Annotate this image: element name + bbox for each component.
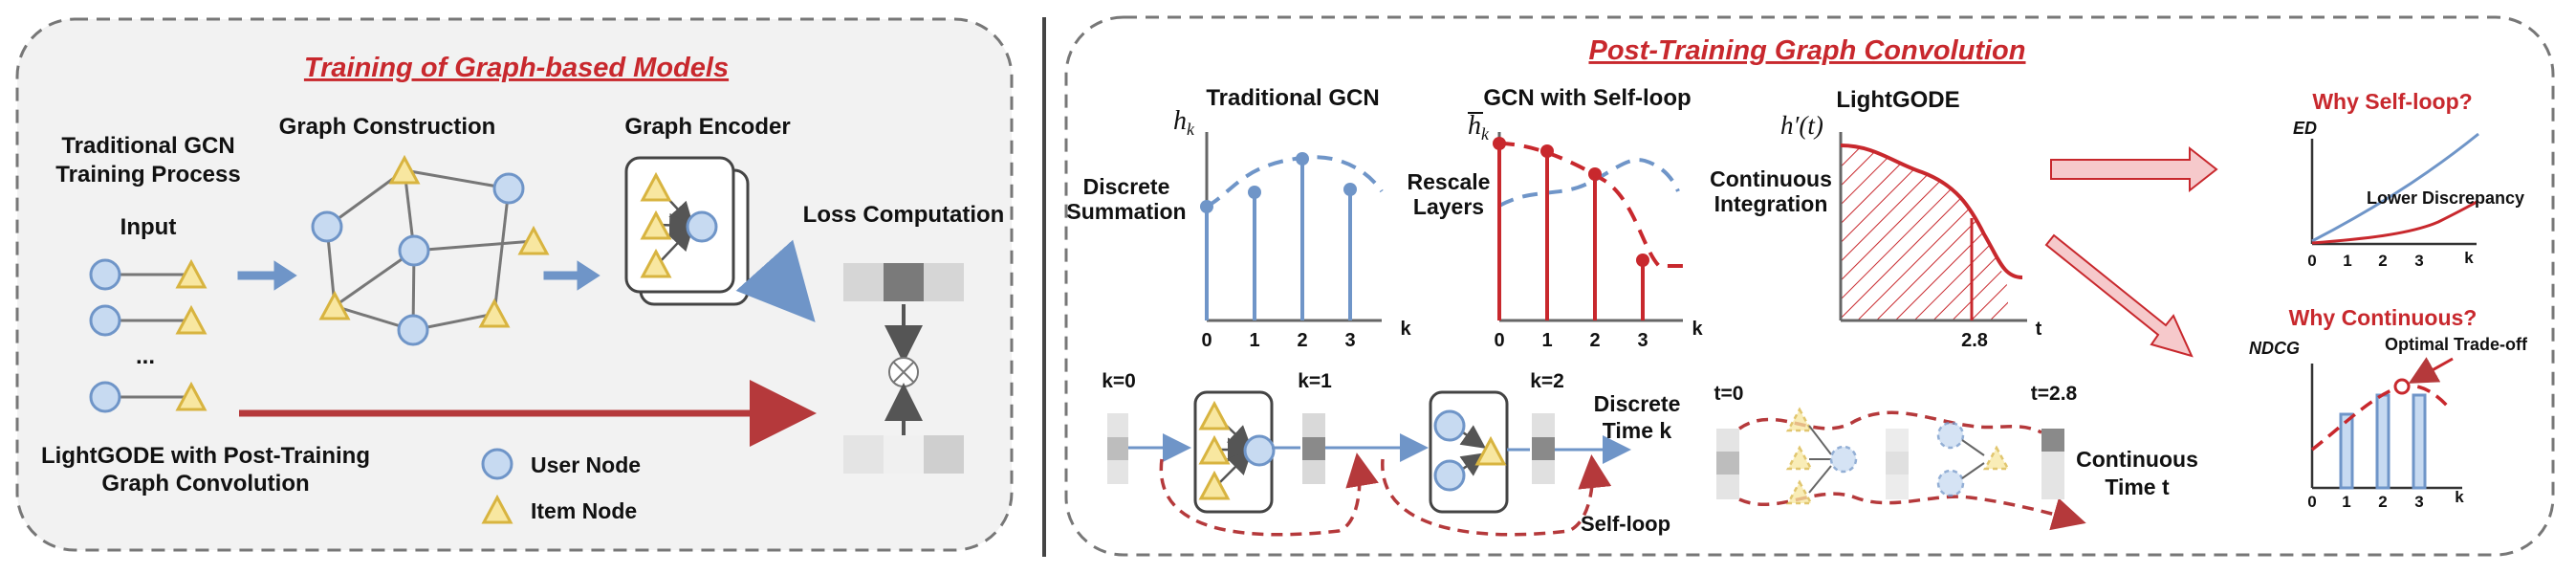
discrete-label-line2: Summation — [1066, 199, 1186, 224]
traditional-gcn-title: Traditional GCN — [1206, 85, 1379, 111]
traditional-label-line1: Traditional GCN — [61, 133, 234, 159]
h-prime-t-label: h′(t) — [1780, 111, 1823, 140]
sl-k-axis: k — [2464, 249, 2474, 267]
graph-construction-label: Graph Construction — [279, 114, 496, 140]
ct-tick-3: 3 — [2414, 493, 2423, 511]
arrow-icon — [237, 260, 297, 291]
arrow-icon — [735, 239, 816, 322]
traditional-gcn-plot — [1200, 132, 1384, 322]
lightgode-plot — [1839, 132, 2027, 322]
lightgode-title: LightGODE — [1836, 87, 1959, 113]
t0-label: t=0 — [1714, 383, 1744, 405]
user-node-icon — [1433, 409, 1466, 442]
user-node-icon — [1433, 459, 1466, 492]
input-pairs — [89, 258, 207, 413]
rescale-label-line1: Rescale — [1408, 169, 1491, 194]
ct-k-axis: k — [2455, 488, 2464, 506]
k0-label: k=0 — [1102, 370, 1136, 392]
arrow-icon — [2050, 145, 2218, 193]
right-panel-title: Post-Training Graph Convolution — [1588, 35, 2025, 66]
graph-encoder-label: Graph Encoder — [624, 114, 790, 140]
continuous-time-line2: Time t — [2105, 475, 2170, 499]
why-self-loop-title: Why Self-loop? — [2312, 89, 2472, 114]
sgcn-tick-0: 0 — [1494, 330, 1504, 351]
user-node-icon — [89, 304, 121, 337]
continuous-propagation — [1716, 407, 2086, 531]
sl-tick-0: 0 — [2307, 252, 2316, 270]
loss-computation-label: Loss Computation — [803, 202, 1005, 228]
graph-encoder — [624, 156, 750, 306]
discrete-time-line2: Time k — [1603, 418, 1672, 443]
lightgode-t-axis: t — [2036, 319, 2042, 340]
lightgode-t-tick: 2.8 — [1961, 330, 1988, 351]
k2-label: k=2 — [1530, 370, 1564, 392]
user-node-icon — [398, 234, 430, 267]
lightgode-label-line1: LightGODE with Post-Training — [41, 443, 370, 469]
user-node-icon — [89, 258, 121, 291]
user-node-icon — [397, 314, 429, 346]
discrete-propagation — [1107, 390, 1631, 537]
sl-tick-3: 3 — [2414, 252, 2423, 270]
user-node-icon — [89, 381, 121, 413]
sgcn-tick-3: 3 — [1637, 330, 1648, 351]
why-continuous-title: Why Continuous? — [2289, 305, 2478, 330]
gcn-self-loop-plot — [1493, 132, 1683, 322]
ellipsis: ... — [136, 343, 155, 369]
lightgode-label-line2: Graph Convolution — [101, 471, 309, 497]
sl-tick-2: 2 — [2378, 252, 2387, 270]
sgcn-tick-2: 2 — [1589, 330, 1600, 351]
tgcn-k-axis: k — [1400, 319, 1411, 340]
k1-label: k=1 — [1298, 370, 1332, 392]
sgcn-tick-1: 1 — [1541, 330, 1552, 351]
lower-discrepancy-label: Lower Discrepancy — [2367, 188, 2524, 208]
traditional-label-line2: Training Process — [55, 162, 240, 188]
legend-user-label: User Node — [531, 453, 641, 477]
ct-tick-1: 1 — [2342, 493, 2350, 511]
arrow-icon — [2044, 233, 2194, 358]
t28-label: t=2.8 — [2031, 383, 2078, 405]
legend-item-label: Item Node — [531, 498, 637, 523]
why-self-loop-plot — [2310, 132, 2479, 246]
rescale-label-line2: Layers — [1413, 194, 1484, 219]
discrete-time-line1: Discrete — [1594, 391, 1681, 416]
discrete-label-line1: Discrete — [1083, 174, 1170, 199]
left-panel-title: Training of Graph-based Models — [304, 53, 729, 83]
tgcn-tick-0: 0 — [1201, 330, 1212, 351]
continuous-label-line1: Continuous — [1710, 166, 1832, 191]
user-node-icon — [492, 172, 525, 205]
self-loop-label: Self-loop — [1581, 512, 1670, 536]
sgcn-k-axis: k — [1692, 319, 1703, 340]
tgcn-tick-1: 1 — [1249, 330, 1259, 351]
gcn-self-loop-title: GCN with Self-loop — [1483, 85, 1691, 111]
continuous-time-line1: Continuous — [2076, 447, 2198, 472]
loss-computation — [843, 263, 964, 474]
user-node-icon — [311, 210, 343, 243]
ct-tick-0: 0 — [2307, 493, 2316, 511]
arrow-icon — [543, 260, 600, 291]
continuous-label-line2: Integration — [1714, 191, 1828, 216]
user-node-icon — [686, 210, 718, 243]
tgcn-tick-2: 2 — [1297, 330, 1307, 351]
user-node-icon — [1243, 434, 1276, 467]
optimal-tradeoff-label: Optimal Trade-off — [2385, 335, 2528, 354]
tgcn-tick-3: 3 — [1344, 330, 1355, 351]
input-label: Input — [120, 214, 177, 240]
user-node-icon — [481, 448, 513, 480]
ed-axis-label: ED — [2293, 119, 2317, 138]
why-continuous-plot — [2310, 357, 2462, 490]
sl-tick-1: 1 — [2343, 252, 2351, 270]
ct-tick-2: 2 — [2378, 493, 2387, 511]
ndcg-axis-label: NDCG — [2249, 339, 2300, 358]
